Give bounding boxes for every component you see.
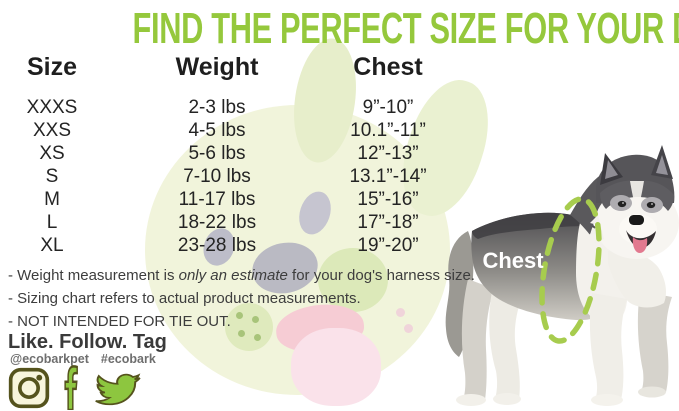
weight-cell: 2-3 lbs xyxy=(188,97,246,118)
watermark-tongue xyxy=(291,328,381,406)
header-weight: Weight xyxy=(175,53,259,81)
facebook-icon xyxy=(64,365,78,410)
dog-head xyxy=(589,145,679,259)
chest-cell: 15”-16” xyxy=(357,189,419,210)
size-table: Size Weight Chest XXXS 2-3 lbs 9”-10” XX… xyxy=(0,53,446,257)
note-text: - Weight measurement is xyxy=(8,267,179,284)
social-handle: @ecobarkpet xyxy=(10,352,89,366)
table-row: XXS 4-5 lbs 10.1”-11” xyxy=(0,119,446,142)
header-chest: Chest xyxy=(353,53,423,81)
weight-cell: 4-5 lbs xyxy=(188,120,246,141)
chest-label: Chest xyxy=(482,248,544,273)
page-title-text: FIND THE PERFECT SIZE FOR YOUR DOG! xyxy=(132,4,679,53)
table-row: S 7-10 lbs 13.1”-14” xyxy=(0,165,446,188)
page-title: FIND THE PERFECT SIZE FOR YOUR DOG! xyxy=(0,7,679,51)
watermark-dot xyxy=(396,308,405,317)
chest-cell: 9”-10” xyxy=(362,97,414,118)
note-sizing-chart: - Sizing chart refers to actual product … xyxy=(8,290,361,307)
table-row: XXXS 2-3 lbs 9”-10” xyxy=(0,96,446,119)
table-row: M 11-17 lbs 15”-16” xyxy=(0,188,446,211)
chest-cell: 17”-18” xyxy=(357,212,419,233)
chest-cell: 12”-13” xyxy=(357,143,419,164)
dog-tongue xyxy=(632,237,648,253)
header-size: Size xyxy=(26,53,78,81)
dog-eye xyxy=(646,201,656,209)
dog-nose xyxy=(629,215,644,225)
instagram-icon xyxy=(8,367,50,409)
size-cell: XL xyxy=(40,235,64,256)
size-cell: L xyxy=(46,212,58,233)
social-heading: Like. Follow. Tag xyxy=(8,331,167,353)
weight-cell: 23-28 lbs xyxy=(177,235,257,256)
weight-cell: 11-17 lbs xyxy=(178,189,256,210)
watermark-dot xyxy=(404,324,413,333)
note-tie-out: - NOT INTENDED FOR TIE OUT. xyxy=(8,313,231,330)
watermark-cheek-left xyxy=(225,303,273,351)
watermark-dot xyxy=(252,316,259,323)
weight-cell: 5-6 lbs xyxy=(188,143,246,164)
social-hashtag: #ecobark xyxy=(100,352,156,366)
size-cell: S xyxy=(45,166,59,187)
table-row: XS 5-6 lbs 12”-13” xyxy=(0,142,446,165)
table-row: XL 23-28 lbs 19”-20” xyxy=(0,234,446,257)
table-body: XXXS 2-3 lbs 9”-10” XXS 4-5 lbs 10.1”-11… xyxy=(0,96,446,257)
note-text-italic: only an estimate xyxy=(178,267,288,284)
chest-cell: 13.1”-14” xyxy=(349,166,427,187)
chest-cell: 10.1”-11” xyxy=(350,120,426,141)
notes: - Weight measurement is only an estimate… xyxy=(8,267,475,336)
chest-cell: 19”-20” xyxy=(357,235,419,256)
note-weight-estimate: - Weight measurement is only an estimate… xyxy=(8,267,475,284)
dog-eye xyxy=(617,200,627,208)
table-row: L 18-22 lbs 17”-18” xyxy=(0,211,446,234)
social-icons xyxy=(7,365,141,410)
twitter-icon xyxy=(95,373,141,406)
watermark-dot xyxy=(254,334,261,341)
husky-dog-photo: Chest xyxy=(445,145,679,406)
social-handles: @ecobarkpet #ecobark xyxy=(10,352,156,366)
chest-measure-dashes xyxy=(539,196,602,344)
watermark-cheek-right xyxy=(318,248,388,312)
weight-cell: 18-22 lbs xyxy=(177,212,257,233)
table-header-row: Size Weight Chest xyxy=(0,53,446,82)
watermark-dot xyxy=(236,312,243,319)
size-cell: XXS xyxy=(32,120,72,141)
size-cell: XXXS xyxy=(26,97,78,118)
watermark-dot xyxy=(238,330,245,337)
size-cell: XS xyxy=(39,143,65,164)
size-cell: M xyxy=(44,189,60,210)
weight-cell: 7-10 lbs xyxy=(183,166,251,187)
note-text: for your dog's harness size. xyxy=(287,267,475,284)
